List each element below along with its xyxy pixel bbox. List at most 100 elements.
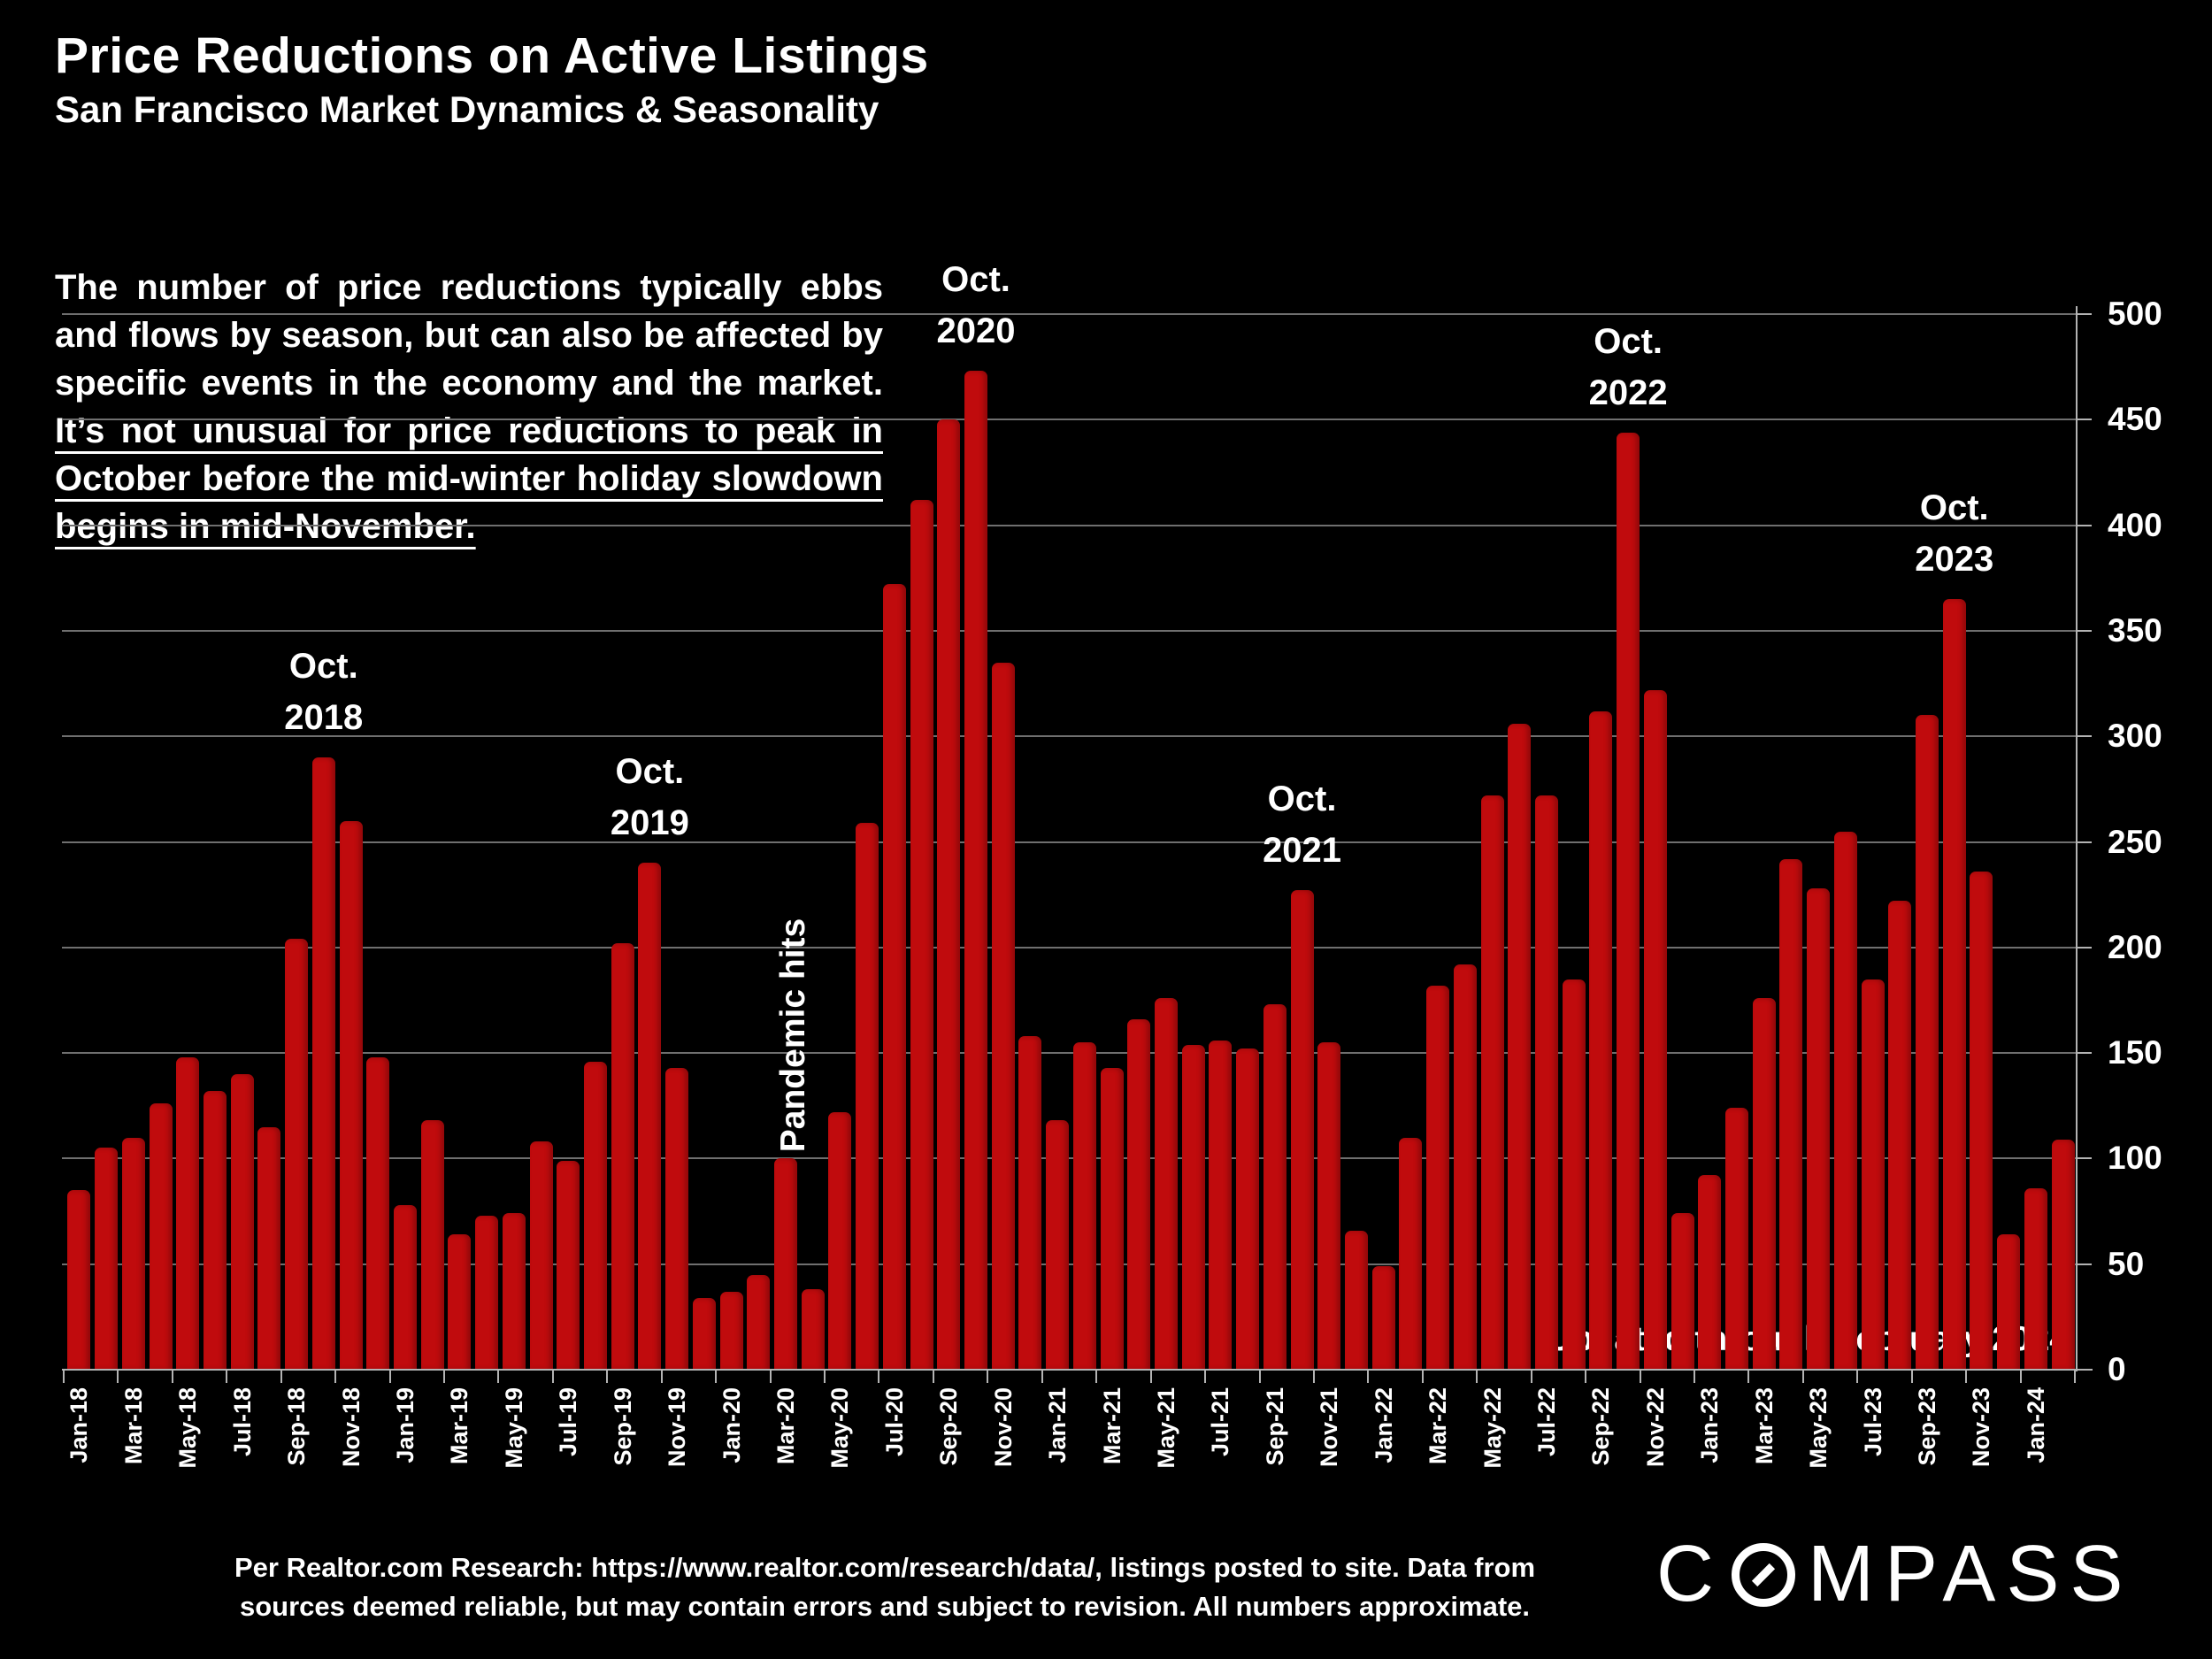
- x-tick-label-Nov-19: Nov-19: [664, 1387, 691, 1468]
- x-tick-label-Jul-19: Jul-19: [555, 1387, 582, 1457]
- x-tick-0: [63, 1371, 65, 1383]
- y-tick-0: [2076, 1369, 2092, 1371]
- bar-Nov-20: [991, 662, 1015, 1370]
- x-tick-label-Mar-19: Mar-19: [446, 1387, 473, 1465]
- x-tick-label-May-23: May-23: [1805, 1387, 1832, 1469]
- x-tick-21: [1204, 1371, 1207, 1383]
- x-tick-label-May-22: May-22: [1479, 1387, 1506, 1469]
- y-tick-150: [2076, 1052, 2092, 1055]
- x-tick-34: [1910, 1371, 1913, 1383]
- x-tick-label-Jan-22: Jan-22: [1370, 1387, 1397, 1463]
- x-tick-label-May-21: May-21: [1152, 1387, 1179, 1469]
- annotation-oct-2020: Oct. 2020: [936, 260, 1016, 351]
- x-tick-14: [824, 1371, 826, 1383]
- x-tick-32: [1801, 1371, 1804, 1383]
- y-tick-300: [2076, 735, 2092, 738]
- gridline-300: [62, 735, 2077, 738]
- y-tick-500: [2076, 313, 2092, 315]
- logo-text-mpass: MPASS: [1808, 1530, 2134, 1618]
- x-tick-5: [334, 1371, 337, 1383]
- intro-paragraph: The number of price reductions typically…: [55, 264, 883, 550]
- bar-Mar-21: [1100, 1067, 1124, 1370]
- annotation-oct-2018: Oct. 2018: [284, 647, 364, 738]
- x-tick-4: [280, 1371, 282, 1383]
- bar-Nov-23: [1970, 871, 1993, 1370]
- x-tick-label-May-19: May-19: [500, 1387, 527, 1469]
- bar-Nov-21: [1317, 1042, 1341, 1370]
- x-tick-label-Mar-18: Mar-18: [119, 1387, 147, 1465]
- bar-Nov-18: [339, 820, 363, 1370]
- bar-May-23: [1807, 887, 1831, 1370]
- x-tick-label-May-20: May-20: [826, 1387, 854, 1469]
- y-tick-400: [2076, 524, 2092, 526]
- x-tick-9: [551, 1371, 554, 1383]
- bar-Dec-23: [1997, 1234, 2021, 1370]
- y-axis-line: [2076, 306, 2078, 1371]
- x-tick-label-Jul-18: Jul-18: [228, 1387, 256, 1457]
- x-tick-label-Jan-20: Jan-20: [718, 1387, 745, 1463]
- bar-Feb-19: [420, 1120, 444, 1370]
- page-title: Price Reductions on Active Listings: [55, 27, 929, 84]
- bar-Jun-19: [529, 1141, 553, 1370]
- bar-Jul-23: [1861, 979, 1885, 1370]
- x-tick-label-Jan-18: Jan-18: [65, 1387, 93, 1463]
- y-tick-450: [2076, 419, 2092, 421]
- x-tick-37: [2073, 1371, 2076, 1383]
- annotation-oct-2021: Oct. 2021: [1263, 780, 1342, 871]
- x-tick-label-May-18: May-18: [174, 1387, 202, 1469]
- bar-May-20: [828, 1111, 852, 1370]
- bar-Jan-22: [1371, 1266, 1395, 1370]
- x-tick-8: [497, 1371, 500, 1383]
- bar-Apr-18: [149, 1103, 173, 1370]
- x-tick-label-Mar-22: Mar-22: [1425, 1387, 1452, 1465]
- x-tick-label-Mar-21: Mar-21: [1098, 1387, 1125, 1465]
- y-tick-100: [2076, 1157, 2092, 1160]
- x-tick-label-Sep-22: Sep-22: [1587, 1387, 1615, 1466]
- bar-Nov-22: [1643, 689, 1667, 1370]
- gridline-350: [62, 629, 2077, 632]
- bar-Nov-19: [665, 1067, 689, 1370]
- x-tick-27: [1530, 1371, 1532, 1383]
- x-tick-29: [1639, 1371, 1641, 1383]
- y-tick-label-150: 150: [2108, 1034, 2162, 1071]
- x-axis-line: [62, 1369, 2093, 1371]
- x-tick-label-Nov-20: Nov-20: [989, 1387, 1017, 1468]
- bar-May-21: [1154, 998, 1178, 1370]
- bar-Jan-24: [2024, 1187, 2047, 1370]
- x-tick-23: [1312, 1371, 1315, 1383]
- x-tick-16: [932, 1371, 934, 1383]
- x-tick-11: [660, 1371, 663, 1383]
- bar-Jun-21: [1181, 1044, 1205, 1370]
- annotation-oct-2022: Oct. 2022: [1588, 321, 1668, 412]
- x-tick-label-Mar-20: Mar-20: [772, 1387, 799, 1465]
- x-tick-label-Sep-20: Sep-20: [935, 1387, 963, 1466]
- x-tick-label-Sep-19: Sep-19: [609, 1387, 636, 1466]
- x-tick-label-Nov-18: Nov-18: [337, 1387, 365, 1468]
- bar-Feb-18: [95, 1148, 119, 1370]
- bar-Dec-20: [1018, 1036, 1042, 1370]
- x-tick-26: [1476, 1371, 1479, 1383]
- x-tick-19: [1095, 1371, 1098, 1383]
- source-note: Per Realtor.com Research: https://www.re…: [133, 1548, 1637, 1626]
- bar-Mar-20: [773, 1158, 797, 1370]
- x-tick-30: [1693, 1371, 1695, 1383]
- bar-Jun-22: [1508, 723, 1532, 1370]
- source-line-2: sources deemed reliable, but may contain…: [240, 1591, 1530, 1622]
- y-tick-350: [2076, 629, 2092, 632]
- bar-Feb-21: [1072, 1042, 1096, 1370]
- logo-text-c: C: [1656, 1530, 1724, 1618]
- bar-Apr-22: [1453, 964, 1477, 1370]
- bar-Aug-23: [1888, 901, 1912, 1370]
- bar-Dec-18: [366, 1056, 390, 1370]
- x-tick-1: [117, 1371, 119, 1383]
- bar-Jan-19: [393, 1204, 417, 1370]
- bar-May-18: [176, 1056, 200, 1370]
- bar-Mar-23: [1752, 998, 1776, 1370]
- y-tick-label-0: 0: [2108, 1351, 2126, 1387]
- x-tick-label-Jan-21: Jan-21: [1044, 1387, 1071, 1463]
- x-tick-28: [1585, 1371, 1587, 1383]
- x-tick-12: [715, 1371, 718, 1383]
- bar-Oct-19: [638, 863, 662, 1370]
- bar-Oct-18: [311, 757, 335, 1370]
